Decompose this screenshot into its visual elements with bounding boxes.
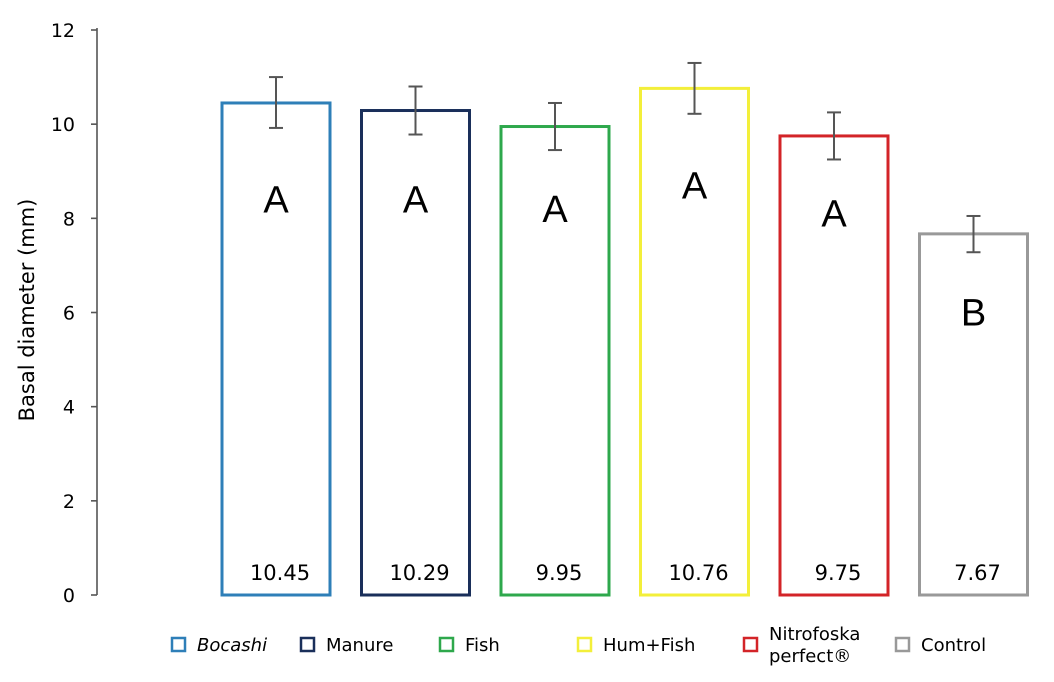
value-label: 9.75 [815, 561, 862, 585]
group-letter: A [403, 180, 429, 222]
legend-swatch [742, 636, 759, 653]
legend-swatch [894, 636, 911, 653]
legend-label-line2: perfect® [769, 646, 851, 667]
legend-swatch [299, 636, 316, 653]
y-tick-label: 12 [51, 20, 75, 42]
legend-label: Manure [326, 635, 393, 656]
legend-swatch [576, 636, 593, 653]
legend-label: Control [921, 635, 986, 656]
legend: Bocashi Manure Fish Hum+Fish Nitrofoskaperfe… [170, 624, 986, 667]
legend-label: Fish [465, 635, 500, 656]
y-tick-label: 10 [51, 114, 75, 136]
group-letter: A [682, 165, 708, 207]
value-label: 9.95 [536, 561, 583, 585]
y-axis: 0 2 4 6 8 10 12 [51, 20, 98, 607]
bar [918, 232, 1029, 597]
value-label: 10.76 [668, 561, 728, 585]
y-tick-label: 4 [63, 397, 75, 419]
group-letter: A [542, 189, 568, 231]
y-axis-label: Basal diameter (mm) [15, 199, 39, 422]
legend-label: Bocashi [197, 635, 267, 656]
value-label: 7.67 [954, 561, 1001, 585]
group-letter: A [263, 180, 289, 222]
legend-swatch [170, 636, 187, 653]
bar [778, 134, 890, 597]
bar [499, 125, 611, 597]
group-letter: B [961, 293, 986, 335]
y-tick-label: 6 [63, 303, 75, 325]
group-letter: A [821, 194, 847, 236]
y-tick-label: 0 [63, 585, 75, 607]
legend-label: Nitrofoska [769, 624, 860, 645]
bars: A 10.45 A 10.29 A 9.95 A 10.76 A 9.75 B 7.67 [220, 61, 1029, 597]
legend-label: Hum+Fish [603, 635, 695, 656]
y-tick-label: 2 [63, 491, 75, 513]
legend-swatch [438, 636, 455, 653]
value-label: 10.29 [389, 561, 449, 585]
value-label: 10.45 [250, 561, 310, 585]
bar [639, 86, 750, 597]
y-tick-label: 8 [63, 208, 75, 230]
bar [360, 109, 471, 597]
bar [220, 101, 332, 597]
